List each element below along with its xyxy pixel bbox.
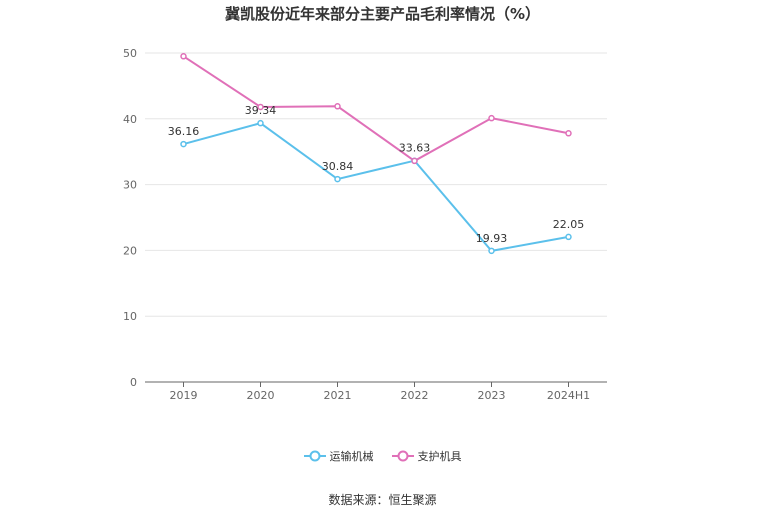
y-tick-label: 40 — [123, 113, 137, 126]
data-point-series-2 — [411, 157, 418, 165]
data-point-series-1 — [334, 175, 341, 183]
series-line-1 — [183, 122, 569, 252]
data-point-series-2 — [257, 103, 264, 111]
x-tick-label: 2023 — [478, 389, 506, 402]
data-point-series-2 — [334, 103, 341, 110]
data-label: 39.34 — [245, 104, 277, 117]
data-point-series-1 — [257, 119, 264, 127]
x-tick-label: 2024H1 — [547, 389, 590, 402]
y-tick-label: 20 — [123, 244, 137, 257]
data-label: 19.93 — [476, 232, 508, 245]
x-tick-label: 2022 — [401, 389, 429, 402]
legend: 运输机械 支护机具 — [0, 448, 765, 464]
data-point-series-1 — [565, 233, 572, 241]
y-tick-label: 10 — [123, 310, 137, 323]
legend-label-support: 支护机具 — [417, 450, 462, 463]
y-tick-label: 0 — [130, 376, 137, 389]
series-line-2 — [182, 55, 569, 163]
data-label: 33.63 — [399, 142, 431, 155]
legend-marker-transport — [303, 450, 326, 462]
y-tick-label: 30 — [123, 179, 137, 192]
data-point-series-2 — [488, 114, 495, 122]
data-point-series-2 — [565, 130, 572, 137]
data-point-series-2 — [180, 53, 187, 60]
data-point-series-1 — [180, 140, 187, 148]
x-tick-label: 2020 — [247, 389, 275, 402]
data-source: 数据来源：恒生聚源 — [328, 493, 437, 507]
x-tick-label: 2019 — [170, 389, 198, 402]
legend-marker-support — [391, 450, 414, 462]
data-label: 30.84 — [322, 160, 354, 173]
chart-title: 冀凯股份近年来部分主要产品毛利率情况（%） — [224, 5, 541, 23]
y-tick-label: 50 — [123, 47, 137, 60]
legend-label-transport: 运输机械 — [329, 450, 374, 463]
data-label: 36.16 — [168, 125, 200, 138]
x-tick-label: 2021 — [324, 389, 352, 402]
data-point-series-1 — [488, 247, 495, 255]
legend-item-transport[interactable]: 运输机械 — [303, 448, 374, 464]
data-label: 22.05 — [553, 218, 585, 231]
legend-item-support[interactable]: 支护机具 — [391, 448, 462, 464]
